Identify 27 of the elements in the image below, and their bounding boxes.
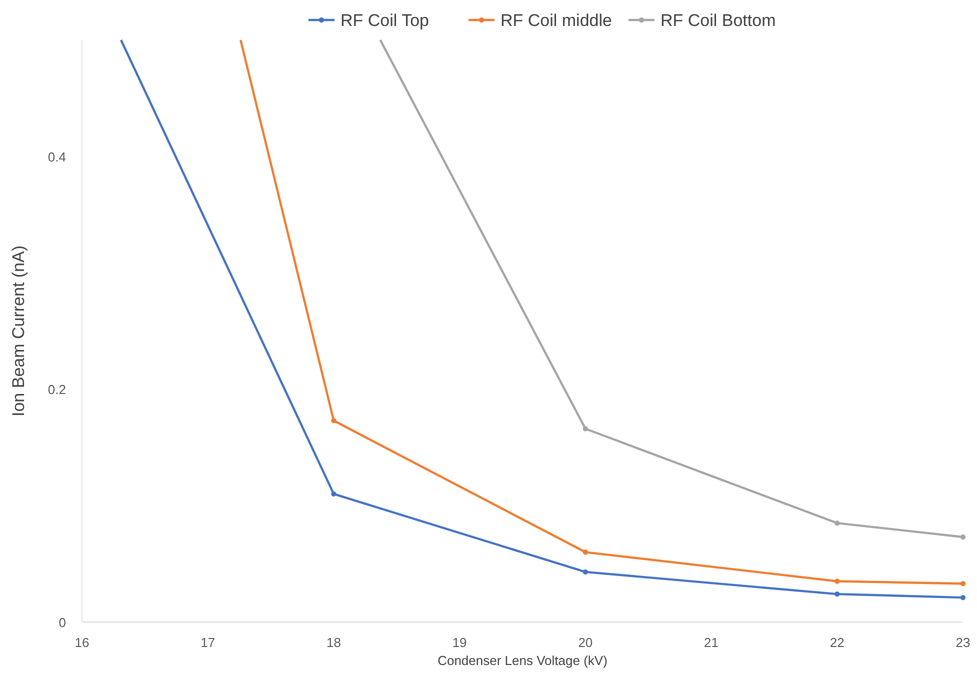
point xyxy=(331,491,336,497)
x-tick-label: 18 xyxy=(326,635,341,650)
x-axis-title: Condenser Lens Voltage (kV) xyxy=(438,653,608,668)
point xyxy=(834,578,840,584)
y-tick-label: 0.4 xyxy=(48,149,66,164)
point xyxy=(834,591,840,597)
point xyxy=(582,569,588,575)
point xyxy=(960,534,966,540)
x-tick-label: 22 xyxy=(830,635,844,650)
point xyxy=(834,520,840,526)
x-tick-label: 20 xyxy=(578,635,593,650)
x-tick-label: 23 xyxy=(956,635,970,650)
point xyxy=(960,580,966,586)
y-tick-label: 0.2 xyxy=(48,382,66,398)
point xyxy=(331,418,336,424)
x-tick-label: 19 xyxy=(452,635,467,650)
x-tick-label: 17 xyxy=(200,635,216,650)
y-tick-label: 0 xyxy=(58,615,66,630)
legend-label: RF Coil Bottom xyxy=(660,11,776,30)
x-tick-label: 21 xyxy=(704,635,719,650)
y-axis-title: Ion Beam Current (nA) xyxy=(9,245,28,417)
point xyxy=(960,594,966,600)
legend-label: RF Coil middle xyxy=(500,11,612,30)
point xyxy=(582,426,588,432)
x-tick-label: 16 xyxy=(74,635,90,650)
point xyxy=(582,550,588,555)
legend-label: RF Coil Top xyxy=(340,11,429,30)
